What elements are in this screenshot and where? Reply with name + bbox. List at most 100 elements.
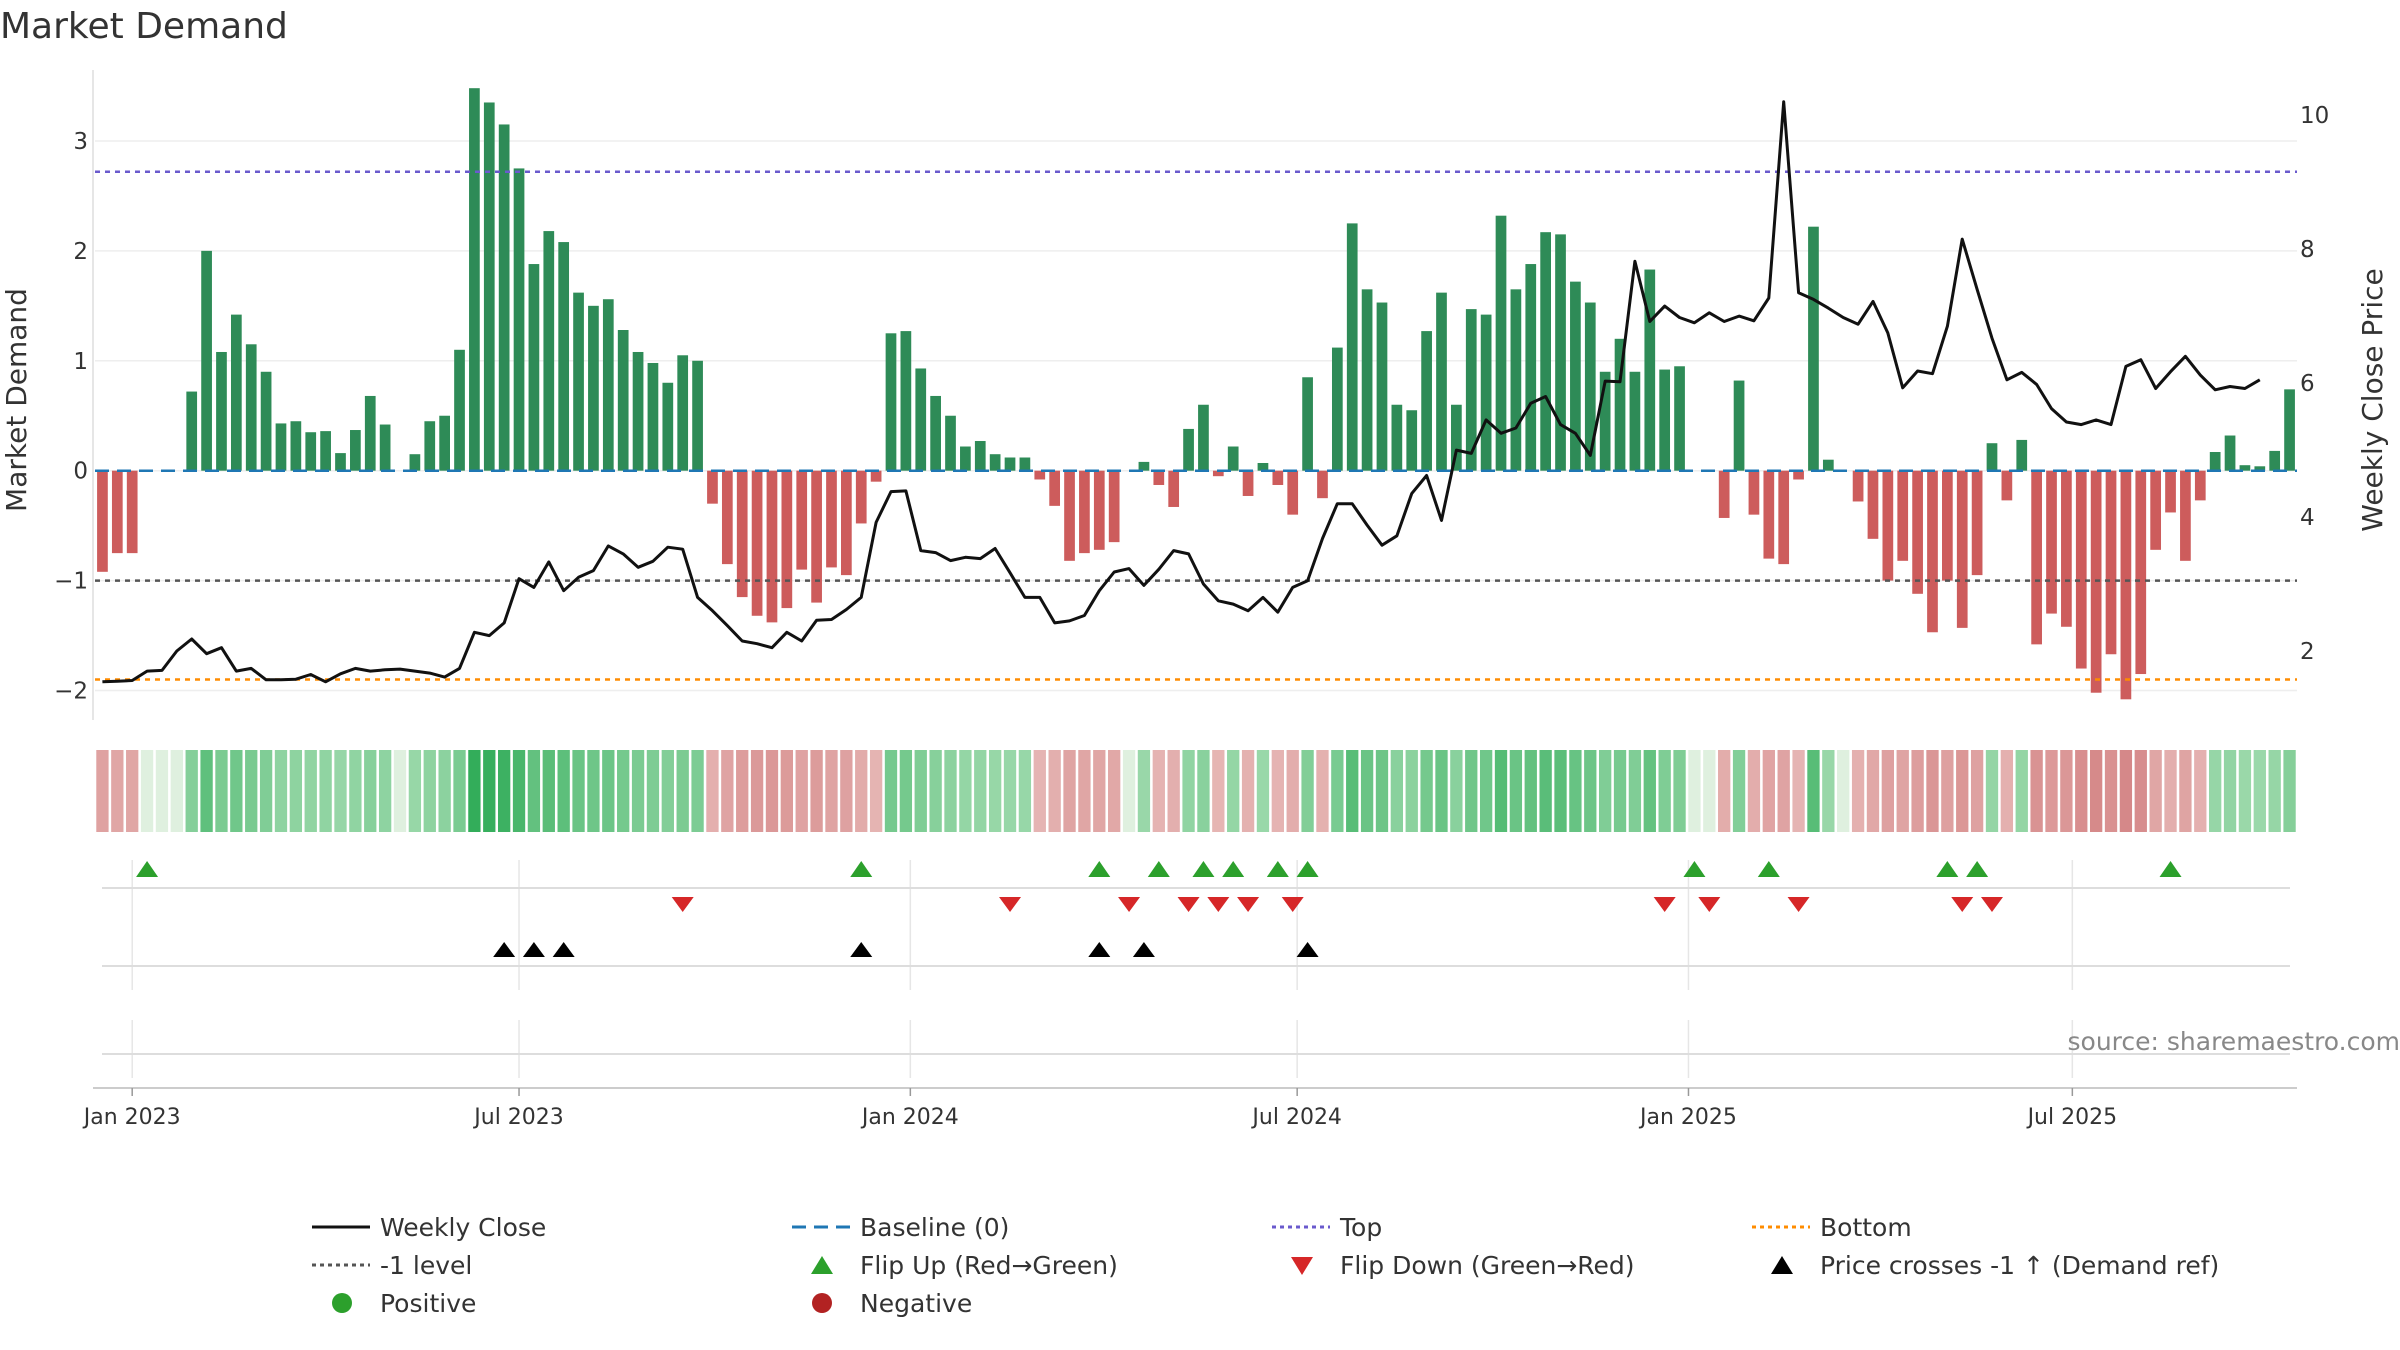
heat-strip-cell — [1643, 750, 1656, 832]
heat-strip-cell — [1122, 750, 1136, 832]
heat-strip-cell — [468, 750, 481, 832]
signal-markers: Jan 2023 Jul 2023 Jan 2024 Jul 2024 Jan 2025… — [82, 861, 2297, 1130]
heat-strip-cell — [1866, 750, 1880, 832]
heat-strip-cell — [959, 750, 972, 832]
heat-strip-cell — [1509, 750, 1523, 832]
heat-strip-cell — [319, 750, 332, 832]
positive-bar — [528, 264, 540, 471]
x-tick-label: Jan 2025 — [1638, 1105, 1737, 1130]
heat-strip-cell — [126, 750, 139, 832]
positive-bar — [1614, 338, 1626, 471]
negative-bar — [1093, 470, 1105, 550]
x-tick-label: Jul 2025 — [2026, 1105, 2118, 1130]
positive-bar — [1644, 269, 1656, 471]
heat-strip-cell — [1584, 750, 1597, 832]
heat-strip-cell — [1822, 750, 1835, 832]
flip-up-marker — [2159, 861, 2182, 877]
heat-strip-cell — [512, 750, 526, 832]
y-tick-label: 3 — [73, 129, 88, 155]
positive-bar — [513, 168, 525, 471]
positive-bar — [2239, 465, 2251, 471]
positive-bar — [885, 333, 897, 471]
heat-strip-cell — [840, 750, 853, 832]
heat-strip-cell — [825, 750, 838, 832]
heat-strip-cell — [2209, 750, 2222, 832]
negative-bar — [1778, 470, 1790, 565]
heat-strip-cell — [1301, 750, 1314, 832]
positive-bar — [945, 415, 956, 471]
positive-bar — [469, 88, 480, 471]
heat-strip-cell — [1256, 750, 1270, 832]
dashed-line-icon — [792, 1225, 850, 1229]
negative-bar — [826, 470, 837, 568]
y2-tick-label: 10 — [2300, 103, 2329, 129]
positive-bar — [1227, 446, 1239, 471]
heat-strip-cell — [155, 750, 169, 832]
price-cross-marker — [493, 942, 516, 957]
heat-strip-cell — [2030, 750, 2043, 832]
negative-bar — [1079, 470, 1090, 554]
heat-strip-cell — [2060, 750, 2073, 832]
flip-up-marker — [1222, 861, 1245, 877]
positive-bar — [602, 299, 614, 471]
heat-strip-cell — [2015, 750, 2028, 832]
positive-bar — [1733, 380, 1745, 471]
price-cross-marker — [1296, 942, 1319, 957]
y-tick-label: −2 — [54, 679, 88, 705]
heat-strip-cell — [1985, 750, 1999, 832]
positive-bar — [290, 421, 302, 471]
heat-strip-cell — [423, 750, 436, 832]
dot-icon — [812, 1293, 832, 1313]
y-tick-label: 1 — [73, 349, 88, 375]
flip-down-marker — [1237, 897, 1260, 912]
heat-strip-cell — [1896, 750, 1909, 832]
triangle-down-icon — [1291, 1257, 1313, 1275]
positive-bar — [617, 330, 629, 471]
flip-up-marker — [1936, 861, 1959, 877]
heat-strip-cell — [1732, 750, 1746, 832]
positive-bar — [1510, 289, 1522, 471]
positive-bar — [1421, 331, 1432, 471]
heat-strip-cell — [1435, 750, 1448, 832]
heat-strip-cell — [1554, 750, 1567, 832]
flip-down-marker — [1653, 897, 1676, 912]
heat-strip-cell — [1390, 750, 1404, 832]
positive-bar — [1257, 462, 1269, 471]
heat-strip-cell — [944, 750, 957, 832]
heat-strip-cell — [2104, 750, 2118, 832]
heat-strip-cell — [691, 750, 704, 832]
positive-bar — [2254, 466, 2266, 471]
legend-negative: Negative — [780, 1288, 972, 1318]
heat-strip-cell — [140, 750, 154, 832]
heat-strip-cell — [1524, 750, 1537, 832]
positive-bar — [1570, 281, 1581, 471]
positive-bar — [1391, 404, 1403, 471]
heat-strip-cell — [1197, 750, 1210, 832]
positive-bar — [424, 421, 436, 471]
positive-bar — [2209, 452, 2221, 471]
heat-strip-cell — [111, 750, 124, 832]
x-tick-label: Jan 2024 — [860, 1105, 959, 1130]
heat-strip-cell — [1807, 750, 1820, 832]
heat-strip-cell — [1346, 750, 1359, 832]
positive-bar — [2269, 450, 2281, 471]
heat-strip-cell — [2268, 750, 2281, 832]
heat-strip-cell — [453, 750, 466, 832]
positive-bar — [1525, 264, 1537, 471]
positive-bar — [1331, 347, 1343, 471]
price-cross-marker — [552, 942, 575, 957]
heat-strip-cell — [2075, 750, 2088, 832]
heat-strip-cell — [676, 750, 689, 832]
heat-strip-cell — [765, 750, 779, 832]
heat-strip-cell — [1212, 750, 1225, 832]
heat-strip-cell — [572, 750, 585, 832]
heat-strip-cell — [1465, 750, 1478, 832]
heat-strip-cell — [1227, 750, 1240, 832]
heat-strip-cell — [1048, 750, 1061, 832]
flip-down-marker — [1787, 897, 1810, 912]
heat-strip-cell — [1956, 750, 1969, 832]
heat-strip-cell — [230, 750, 243, 832]
y2-tick-label: 6 — [2300, 371, 2315, 397]
positive-bar — [2284, 389, 2295, 471]
legend-label: -1 level — [380, 1250, 473, 1280]
